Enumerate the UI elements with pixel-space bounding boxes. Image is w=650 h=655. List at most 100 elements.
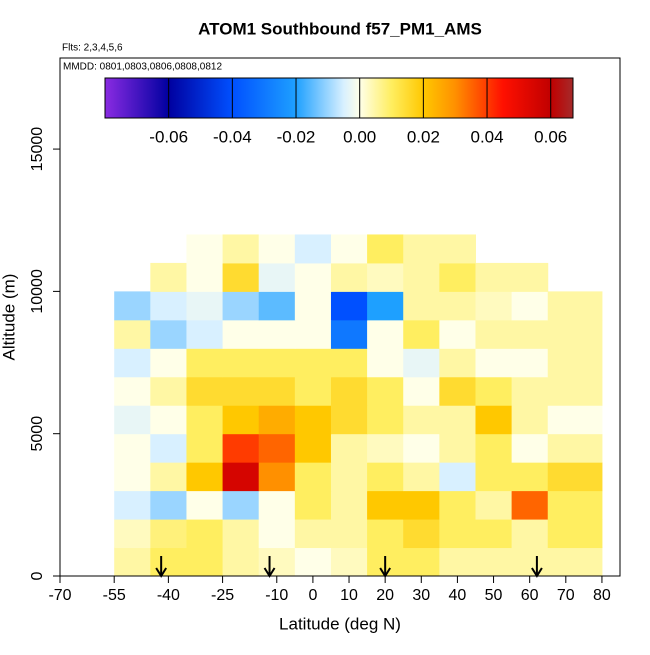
heat-cell: [511, 547, 549, 577]
heat-cell: [258, 519, 296, 549]
heat-cell: [403, 490, 440, 520]
annotation: MMDD: 0801,0803,0806,0808,0812: [63, 62, 222, 73]
heat-cell: [222, 262, 260, 292]
x-tick-label: 30: [412, 587, 430, 604]
heat-cell: [294, 547, 332, 577]
heat-cell: [258, 547, 296, 577]
heat-cell: [150, 291, 187, 321]
arrow: [155, 556, 168, 578]
heat-cell: [114, 348, 151, 378]
heat-cell: [547, 376, 603, 406]
heat-cell: [186, 490, 224, 520]
heat-cell: [294, 234, 332, 264]
heat-cell: [150, 433, 187, 463]
heat-cell: [367, 348, 404, 378]
heat-cell: [258, 291, 296, 321]
heat-cell: [511, 490, 549, 520]
heat-cell: [330, 433, 368, 463]
heat-cell: [367, 462, 404, 492]
heat-cell: [258, 433, 296, 463]
y-tick-label: 0: [29, 571, 46, 580]
heat-cell: [439, 234, 476, 264]
heat-cell: [403, 405, 440, 435]
heat-cell: [403, 234, 440, 264]
arrow: [379, 556, 392, 578]
arrow: [531, 556, 543, 578]
heat-cell: [222, 291, 260, 321]
heat-cell: [114, 519, 151, 549]
heat-cell: [547, 490, 603, 520]
heat-cell: [114, 291, 151, 321]
heat-cell: [439, 348, 476, 378]
x-tick-label: -55: [103, 587, 126, 604]
heat-cell: [439, 262, 476, 292]
heat-cell: [258, 319, 296, 349]
y-tick-label: 10000: [29, 269, 46, 314]
heat-cell: [114, 433, 151, 463]
y-tick-label: 15000: [29, 127, 46, 172]
x-axis-label: Latitude (deg N): [279, 614, 401, 633]
heat-cell: [330, 319, 368, 349]
heat-cell: [186, 547, 224, 577]
heat-cell: [439, 291, 476, 321]
heat-cell: [258, 490, 296, 520]
heat-cell: [475, 319, 513, 349]
heat-cell: [330, 547, 368, 577]
heat-cell: [186, 376, 224, 406]
heat-cell: [294, 376, 332, 406]
heat-cell: [114, 490, 151, 520]
heat-cell: [186, 262, 224, 292]
heat-cell: [475, 490, 513, 520]
heat-cell: [294, 519, 332, 549]
colorbar-tick-label: -0.04: [213, 127, 252, 146]
heat-cell: [547, 462, 603, 492]
heat-cell: [258, 462, 296, 492]
heat-cell: [475, 519, 513, 549]
heat-cell: [222, 433, 260, 463]
heat-cell: [150, 348, 187, 378]
colorbar-tick-label: 0.04: [470, 127, 503, 146]
heat-cell: [403, 348, 440, 378]
heat-cell: [330, 462, 368, 492]
heat-cell: [547, 433, 603, 463]
heat-cell: [222, 348, 260, 378]
x-tick-label: 10: [340, 587, 358, 604]
heat-cell: [186, 291, 224, 321]
arrow-head: [263, 567, 276, 578]
heat-cell: [258, 376, 296, 406]
arrow-head: [379, 567, 392, 578]
heat-cell: [330, 234, 368, 264]
heat-cell: [258, 405, 296, 435]
heat-cell: [222, 519, 260, 549]
heat-cell: [258, 234, 296, 264]
heat-cell: [547, 519, 603, 549]
x-tick-label: 80: [593, 587, 611, 604]
subtitle: Flts: 2,3,4,5,6: [62, 43, 123, 54]
y-axis-label: Altitude (m): [0, 274, 18, 361]
heat-cell: [222, 376, 260, 406]
plot-frame: [59, 57, 621, 577]
heat-cell: [403, 433, 440, 463]
chart-title: ATOM1 Southbound f57_PM1_AMS: [198, 19, 482, 38]
x-tick-label: 20: [376, 587, 394, 604]
heat-cell: [150, 462, 187, 492]
heat-cell: [475, 348, 513, 378]
heat-cell: [367, 519, 404, 549]
heat-cell: [222, 490, 260, 520]
heat-cell: [222, 234, 260, 264]
colorbar-tick-label: 0.02: [407, 127, 440, 146]
heat-cell: [222, 319, 260, 349]
x-tick-label: -25: [211, 587, 234, 604]
heat-cell: [222, 462, 260, 492]
heat-cell: [547, 547, 603, 577]
heat-cell: [186, 405, 224, 435]
heat-cell: [511, 291, 549, 321]
heat-cell: [330, 376, 368, 406]
heat-cell: [439, 519, 476, 549]
heat-cell: [403, 547, 440, 577]
heat-cell: [403, 319, 440, 349]
colorbar-tick-label: -0.06: [149, 127, 188, 146]
heat-cell: [258, 262, 296, 292]
heat-cell: [186, 319, 224, 349]
heat-cell: [367, 405, 404, 435]
